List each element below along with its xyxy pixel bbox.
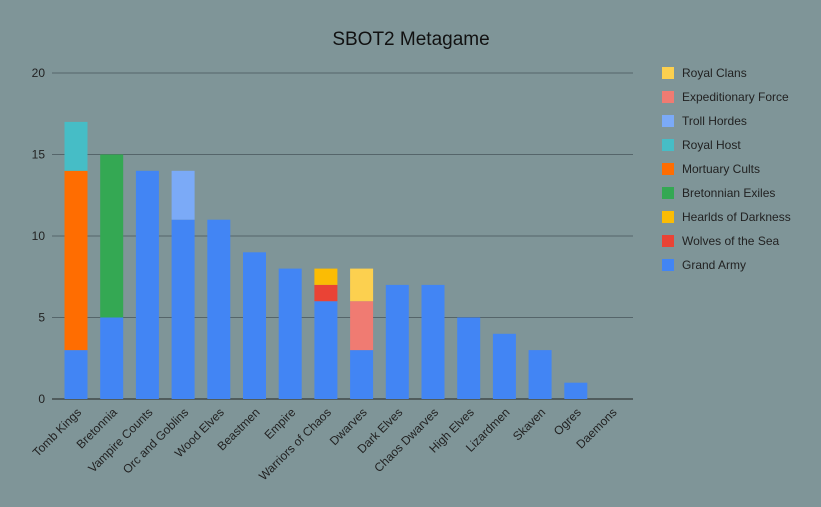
bar-expeditionary-force bbox=[350, 301, 374, 351]
bar-grand-army bbox=[350, 350, 374, 399]
legend-swatch bbox=[662, 91, 674, 103]
bar-grand-army bbox=[528, 350, 552, 399]
x-tick-label: Skaven bbox=[510, 405, 548, 443]
bar-grand-army bbox=[207, 219, 231, 399]
legend-label: Hearlds of Darkness bbox=[682, 210, 791, 224]
bar-grand-army bbox=[421, 284, 445, 399]
bar-bretonnian-exiles bbox=[100, 154, 124, 318]
bar-grand-army bbox=[171, 219, 195, 399]
y-tick-label: 20 bbox=[32, 66, 46, 80]
bar-grand-army bbox=[492, 333, 516, 399]
bar-grand-army bbox=[243, 252, 266, 399]
bar-grand-army bbox=[457, 317, 481, 399]
bar-grand-army bbox=[100, 317, 124, 399]
bar-grand-army bbox=[564, 382, 588, 399]
legend-label: Bretonnian Exiles bbox=[682, 186, 775, 200]
bar-wolves-of-the-sea bbox=[314, 284, 338, 302]
legend-label: Royal Clans bbox=[682, 66, 747, 80]
legend-label: Expeditionary Force bbox=[682, 90, 789, 104]
legend-label: Grand Army bbox=[682, 258, 746, 272]
bar-hearlds-of-darkness bbox=[314, 268, 338, 285]
chart-title: SBOT2 Metagame bbox=[332, 29, 489, 50]
y-tick-label: 15 bbox=[32, 148, 46, 162]
bar-royal-clans bbox=[350, 268, 374, 302]
bar-grand-army bbox=[278, 268, 302, 399]
legend-swatch bbox=[662, 235, 674, 247]
legend-label: Mortuary Cults bbox=[682, 162, 760, 176]
legend-swatch bbox=[662, 259, 674, 271]
bar-troll-hordes bbox=[171, 170, 195, 220]
legend-label: Royal Host bbox=[682, 138, 741, 152]
legend-swatch bbox=[662, 67, 674, 79]
bar-grand-army bbox=[64, 350, 88, 399]
x-tick-label: Tomb Kings bbox=[30, 405, 84, 459]
y-tick-label: 10 bbox=[32, 229, 46, 243]
legend-swatch bbox=[662, 139, 674, 151]
bar-mortuary-cults bbox=[64, 170, 88, 351]
legend-label: Troll Hordes bbox=[682, 114, 747, 128]
bar-grand-army bbox=[385, 284, 409, 399]
legend-swatch bbox=[662, 187, 674, 199]
bar-grand-army bbox=[135, 170, 159, 399]
bar-royal-host bbox=[64, 121, 88, 171]
legend-swatch bbox=[662, 115, 674, 127]
legend-swatch bbox=[662, 163, 674, 175]
legend-label: Wolves of the Sea bbox=[682, 234, 779, 248]
legend-swatch bbox=[662, 211, 674, 223]
y-tick-label: 5 bbox=[38, 311, 45, 325]
bar-grand-army bbox=[314, 301, 338, 399]
x-tick-label: Ogres bbox=[551, 405, 584, 438]
y-tick-label: 0 bbox=[38, 392, 45, 406]
